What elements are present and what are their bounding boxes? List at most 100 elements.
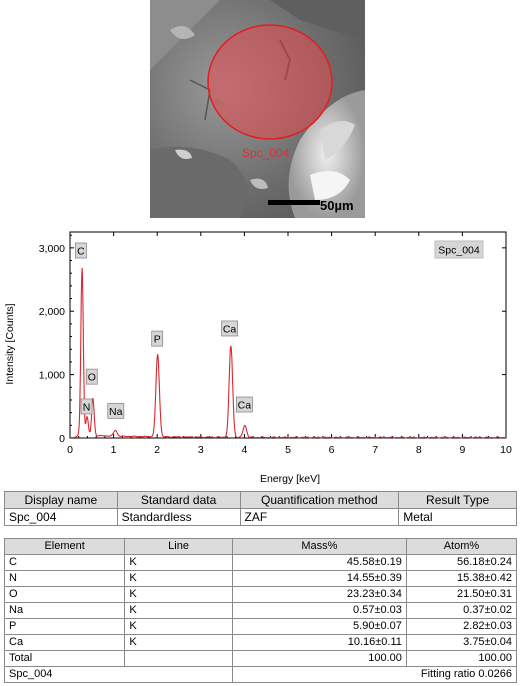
legend-box [434,240,484,259]
header-line: Line [124,538,233,555]
cell-element: Ca [3,634,126,651]
peak-label-text: Ca [238,400,252,412]
x-tick-label: 3 [198,444,204,456]
header-display-name: Display name [4,491,118,509]
peak-label-box [75,242,87,259]
header-atom-percent: Atom% [405,538,518,555]
cell-element: N [3,570,126,587]
table-row: Na K 0.57±0.03 0.37±0.02 [3,602,518,619]
y-tick-label: 1,000 [39,370,65,382]
table-row: Ca K 10.16±0.11 3.75±0.04 [3,634,518,651]
table-row: P K 5.90±0.07 2.82±0.03 [3,618,518,635]
x-tick-label: 7 [372,444,378,456]
cell-atom-percent: 15.38±0.42 [405,570,518,587]
x-tick-label: 10 [500,444,512,456]
cell-total-atom: 100.00 [405,650,518,667]
sem-micrograph: Spc_004 50µm [150,0,365,218]
cell-mass-percent: 45.58±0.19 [231,554,407,571]
cell-mass-percent: 10.16±0.11 [231,634,407,651]
header-quantification-method: Quantification method [239,491,400,509]
summary-table-header: Display name Standard data Quantificatio… [4,491,517,509]
header-element: Element [3,538,126,555]
cell-result-type: Metal [398,508,517,526]
cell-total-label: Total [3,650,126,667]
cell-mass-percent: 0.57±0.03 [231,602,407,619]
chart-axes: 0 1 2 3 4 5 6 7 8 9 10 0 1,000 2,000 3,000 [39,231,512,456]
peak-labels: C N O Na P Ca Ca [75,242,253,419]
element-table-header: Element Line Mass% Atom% [3,538,518,555]
total-row: Total 100.00 100.00 [3,650,518,667]
chart-legend: Spc_004 [434,240,484,259]
plot-frame [69,231,507,439]
sem-image: Spc_004 50µm [150,0,365,218]
spectrum-series [71,267,506,439]
footer-spectrum-name: Spc_004 [4,666,233,683]
cell-atom-percent: 0.37±0.02 [405,602,518,619]
header-mass-percent: Mass% [231,538,407,555]
cell-line: K [124,602,233,619]
cell-element: C [3,554,126,571]
x-axis-label: Energy [keV] [260,473,320,485]
cell-mass-percent: 5.90±0.07 [231,618,407,635]
peak-label-text: O [88,372,96,384]
summary-table: Display name Standard data Quantificatio… [4,491,517,526]
cell-line: K [124,570,233,587]
header-standard-data: Standard data [116,491,241,509]
cell-mass-percent: 14.55±0.39 [231,570,407,587]
x-tick-label: 5 [285,444,291,456]
x-tick-label: 6 [329,444,335,456]
element-table: Element Line Mass% Atom% C K 45.58±0.19 … [3,538,518,683]
x-tick-label: 0 [67,444,73,456]
cell-total-line [124,650,233,667]
cell-mass-percent: 23.23±0.34 [231,586,407,603]
cell-atom-percent: 21.50±0.31 [405,586,518,603]
analysis-spot-ellipse [207,24,333,140]
x-tick-label: 1 [111,444,117,456]
summary-table-row: Spc_004 Standardless ZAF Metal [4,508,517,526]
peak-label-box [151,330,164,347]
cell-atom-percent: 2.82±0.03 [405,618,518,635]
peak-label-text: N [83,401,91,413]
spectrum-line [71,267,506,439]
header-result-type: Result Type [398,491,517,509]
y-tick-label: 2,000 [39,306,65,318]
y-axis-label: Intensity [Counts] [4,303,16,384]
peak-label-text: Na [109,406,123,418]
footer-fitting-ratio: Fitting ratio 0.0266 [231,666,518,683]
peak-label-text: C [77,246,85,258]
y-tick-label: 0 [59,433,65,445]
cell-element: P [3,618,126,635]
cell-line: K [124,634,233,651]
table-row: N K 14.55±0.39 15.38±0.42 [3,570,518,587]
peak-label-text: P [154,334,161,346]
x-tick-label: 9 [459,444,465,456]
cell-element: O [3,586,126,603]
cell-element: Na [3,602,126,619]
peak-label-box [85,368,98,385]
footer-row: Spc_004 Fitting ratio 0.0266 [4,666,518,683]
cell-quantification-method: ZAF [239,508,400,526]
peak-label-box [221,320,238,337]
peak-label-text: Ca [223,323,237,335]
cell-line: K [124,554,233,571]
y-tick-label: 3,000 [39,243,65,255]
x-tick-label: 8 [416,444,422,456]
spot-label: Spc_004 [242,146,290,160]
legend-label: Spc_004 [438,245,480,257]
peak-label-box [80,398,93,415]
cell-display-name: Spc_004 [4,508,118,526]
cell-atom-percent: 56.18±0.24 [405,554,518,571]
peak-label-box [235,396,253,413]
cell-total-mass: 100.00 [231,650,407,667]
cell-line: K [124,618,233,635]
table-row: O K 23.23±0.34 21.50±0.31 [3,586,518,603]
x-tick-label: 2 [154,444,160,456]
cell-line: K [124,586,233,603]
scale-bar-label: 50µm [320,198,354,213]
cell-standard-data: Standardless [116,508,241,526]
table-row: C K 45.58±0.19 56.18±0.24 [3,554,518,571]
eds-spectrum-chart: 0 1 2 3 4 5 6 7 8 9 10 0 1,000 2,000 3,000 C N O Na P Ca Ca … [0,226,520,488]
peak-label-box [107,402,125,419]
x-tick-label: 4 [241,444,247,456]
cell-atom-percent: 3.75±0.04 [405,634,518,651]
